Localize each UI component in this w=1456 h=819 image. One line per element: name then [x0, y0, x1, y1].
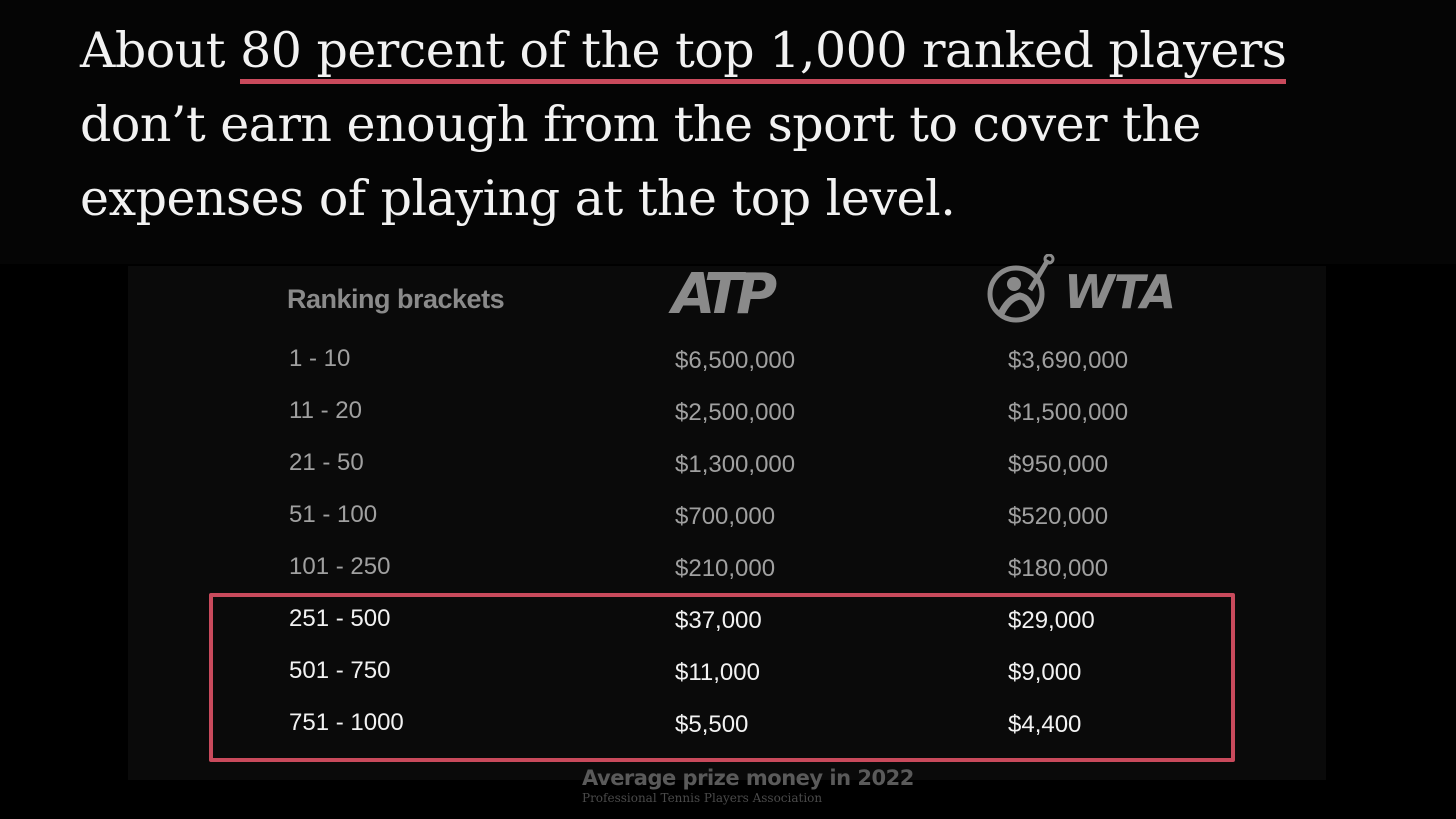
chart-title: Average prize money in 2022 — [582, 766, 914, 790]
atp-value-cell: $210,000 — [675, 555, 776, 582]
headline-line-3: expenses of playing at the top level. — [80, 170, 956, 227]
headline: About 80 percent of the top 1,000 ranked… — [80, 14, 1380, 236]
bracket-cell: 51 - 100 — [289, 501, 378, 528]
atp-value-cell: $2,500,000 — [675, 399, 796, 426]
wta-value-cell: $3,690,000 — [1008, 347, 1129, 374]
atp-value-cell: $1,300,000 — [675, 451, 796, 478]
wta-logo: WTA — [986, 254, 1176, 330]
wta-value-cell: $9,000 — [1008, 659, 1082, 686]
caption: Average prize money in 2022 Professional… — [582, 766, 914, 805]
bracket-cell: 501 - 750 — [289, 657, 391, 684]
atp-logo: ATP — [672, 262, 777, 327]
wta-value-cell: $1,500,000 — [1008, 399, 1129, 426]
bracket-cell: 101 - 250 — [289, 553, 391, 580]
wta-logo-text: WTA — [1064, 265, 1176, 319]
chart-source: Professional Tennis Players Association — [582, 791, 823, 805]
headline-line-1: About 80 percent of the top 1,000 ranked… — [80, 14, 1380, 88]
headline-highlight: 80 percent of the top 1,000 ranked playe… — [240, 23, 1287, 84]
tennis-player-icon — [987, 254, 1055, 323]
wta-value-cell: $180,000 — [1008, 555, 1109, 582]
headline-area: About 80 percent of the top 1,000 ranked… — [0, 0, 1456, 264]
prize-table-panel — [128, 266, 1326, 780]
column-header-bracket: Ranking brackets — [287, 284, 505, 314]
bracket-cell: 11 - 20 — [289, 397, 362, 424]
wta-value-cell: $4,400 — [1008, 711, 1082, 738]
bracket-cell: 251 - 500 — [289, 605, 391, 632]
wta-value-cell: $29,000 — [1008, 607, 1095, 634]
bracket-cell: 751 - 1000 — [289, 709, 404, 736]
atp-value-cell: $11,000 — [675, 659, 760, 686]
atp-value-cell: $5,500 — [675, 711, 749, 738]
wta-value-cell: $520,000 — [1008, 503, 1109, 530]
bracket-cell: 1 - 10 — [289, 345, 351, 372]
headline-line-2: don’t earn enough from the sport to cove… — [80, 96, 1201, 153]
headline-prefix: About — [80, 22, 241, 79]
atp-value-cell: $700,000 — [675, 503, 776, 530]
bracket-cell: 21 - 50 — [289, 449, 364, 476]
wta-value-cell: $950,000 — [1008, 451, 1109, 478]
atp-value-cell: $6,500,000 — [675, 347, 796, 374]
atp-value-cell: $37,000 — [675, 607, 762, 634]
highlight-box — [209, 593, 1235, 762]
